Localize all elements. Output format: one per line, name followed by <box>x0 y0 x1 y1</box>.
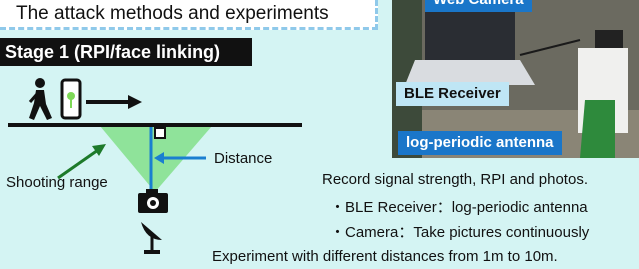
description: Record signal strength, RPI and photos. <box>322 171 588 188</box>
description: ・BLE Receiver：log-periodic antenna <box>330 196 588 217</box>
description: ・Camera：Take pictures continuously <box>330 221 589 242</box>
stage-heading: Stage 1 (RPI/face linking) <box>0 38 252 66</box>
range-arrow <box>58 144 106 178</box>
target-marker <box>155 128 165 138</box>
antenna-icon <box>141 222 162 254</box>
shooting-range-label: Shooting range <box>6 174 108 191</box>
move-arrow <box>86 95 142 109</box>
photo-label: BLE Receiver <box>396 82 509 106</box>
camera-icon <box>138 189 168 213</box>
photo-label: log-periodic antenna <box>398 131 562 155</box>
phone-icon <box>62 80 80 118</box>
description: Experiment with different distances from… <box>212 248 558 265</box>
photo-label: Web Camera <box>425 0 532 12</box>
slide: The attack methods and experiments Stage… <box>0 0 639 269</box>
distance-label: Distance <box>214 150 272 167</box>
person-icon <box>29 78 52 120</box>
slide-title: The attack methods and experiments <box>0 0 378 30</box>
